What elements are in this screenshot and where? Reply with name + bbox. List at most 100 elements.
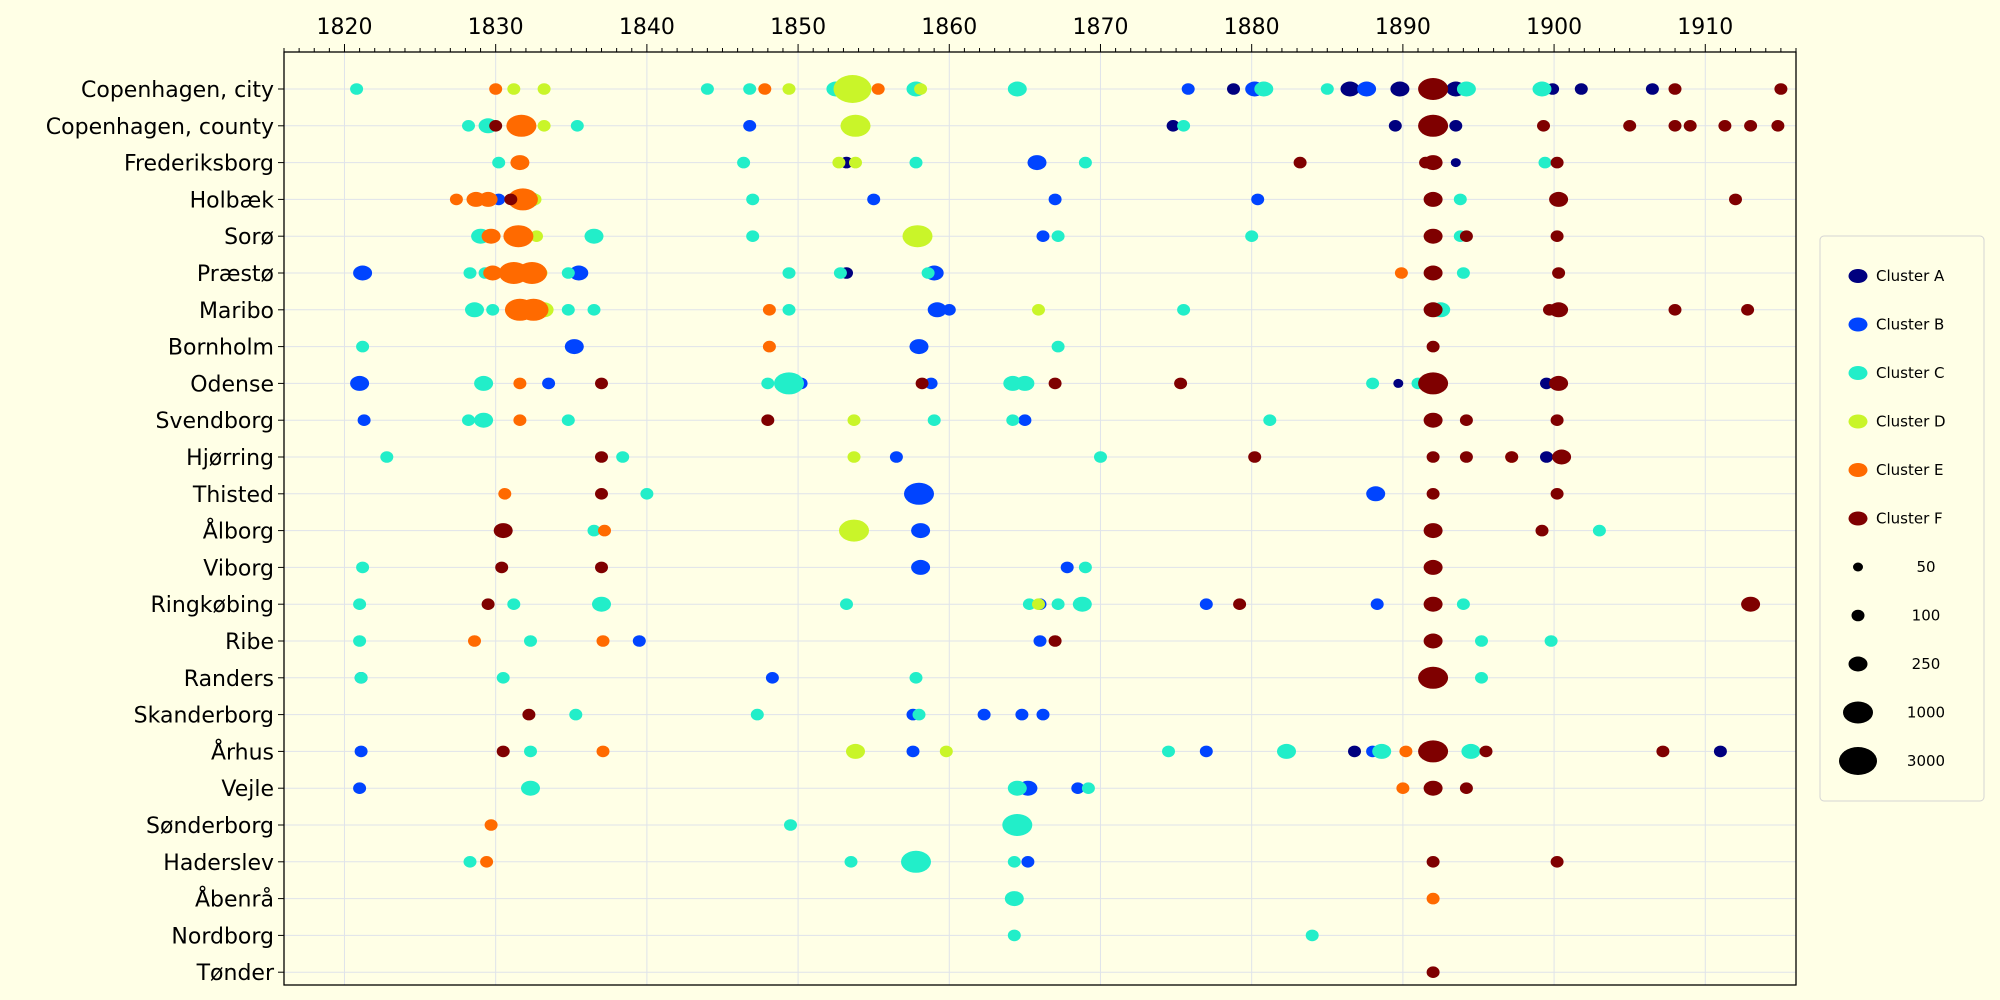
- data-point: [1081, 782, 1095, 794]
- data-point: [746, 193, 760, 206]
- data-point: [1537, 120, 1550, 132]
- data-point: [833, 267, 847, 279]
- data-point: [462, 120, 475, 132]
- data-point: [902, 225, 933, 248]
- data-point: [1418, 666, 1449, 689]
- data-point: [1459, 782, 1473, 794]
- data-point: [927, 302, 947, 318]
- data-point: [492, 156, 506, 169]
- data-point: [1340, 81, 1360, 97]
- data-point: [743, 120, 757, 132]
- data-point: [762, 340, 776, 353]
- data-point: [1372, 743, 1392, 759]
- data-point: [1390, 81, 1410, 97]
- data-point: [1683, 120, 1697, 132]
- data-point: [1002, 814, 1033, 836]
- legend-entry-cluster-c: Cluster C: [1848, 364, 1944, 382]
- y-tick-label-copenhagen-city: Copenhagen, city: [81, 78, 274, 103]
- data-point: [1418, 114, 1449, 137]
- x-tick-label: 1840: [619, 15, 675, 40]
- legend-size-marker: [1853, 562, 1863, 572]
- data-point: [1320, 83, 1334, 95]
- data-point: [1277, 743, 1296, 759]
- data-point: [977, 708, 991, 721]
- legend-size-label: 250: [1912, 655, 1941, 673]
- data-point: [782, 304, 796, 316]
- data-point: [1060, 561, 1074, 574]
- data-point: [595, 451, 608, 463]
- data-point: [915, 377, 929, 390]
- data-point: [761, 377, 775, 390]
- legend-size-250: 250: [1848, 655, 1941, 673]
- data-point: [1456, 267, 1470, 279]
- data-point: [353, 265, 373, 281]
- data-point: [700, 83, 714, 95]
- data-point: [569, 708, 583, 721]
- data-point: [1423, 302, 1443, 318]
- legend-size-marker: [1839, 747, 1877, 775]
- data-point: [1668, 120, 1682, 132]
- data-point: [871, 83, 885, 95]
- data-point: [750, 708, 764, 721]
- data-point: [927, 414, 941, 427]
- data-point: [1668, 83, 1682, 95]
- data-point: [737, 156, 751, 169]
- data-point: [1423, 191, 1443, 207]
- data-point: [478, 191, 498, 207]
- data-point: [1245, 230, 1259, 242]
- data-point: [1549, 375, 1569, 391]
- data-point: [846, 743, 865, 759]
- data-point: [1396, 782, 1410, 794]
- x-tick-label: 1880: [1224, 15, 1280, 40]
- data-point: [1426, 451, 1440, 463]
- y-tick-label-ribe: Ribe: [225, 630, 274, 655]
- series-cluster-a: [836, 81, 1727, 758]
- data-point: [1048, 193, 1062, 206]
- data-point: [1459, 451, 1473, 463]
- data-point: [840, 598, 853, 610]
- data-point: [849, 156, 862, 169]
- data-point: [1399, 745, 1413, 758]
- x-tick-label: 1900: [1526, 15, 1582, 40]
- data-point: [1456, 598, 1470, 610]
- y-tick-label-svendborg: Svendborg: [156, 409, 274, 434]
- data-point: [1418, 740, 1449, 763]
- data-point: [640, 488, 654, 500]
- data-point: [524, 745, 537, 758]
- data-point: [530, 230, 543, 242]
- data-point: [1032, 598, 1045, 610]
- data-point: [584, 228, 604, 244]
- data-point: [1552, 449, 1572, 465]
- legend-label: Cluster D: [1876, 413, 1946, 431]
- data-point: [1453, 193, 1467, 206]
- data-point: [521, 780, 540, 796]
- data-point: [449, 193, 463, 206]
- legend-size-label: 100: [1912, 607, 1941, 625]
- data-point: [595, 377, 608, 390]
- data-point: [1744, 120, 1758, 132]
- x-tick-label: 1910: [1677, 15, 1733, 40]
- data-point: [507, 83, 521, 95]
- data-point: [784, 819, 797, 831]
- data-point: [1550, 414, 1564, 427]
- y-tick-label-randers: Randers: [184, 667, 274, 692]
- y-tick-label-abenra: Åbenrå: [195, 886, 274, 913]
- data-point: [1094, 451, 1107, 463]
- data-point: [587, 524, 601, 537]
- y-tick-label-maribo: Maribo: [199, 299, 274, 324]
- data-point: [596, 635, 610, 647]
- data-point: [592, 596, 611, 612]
- data-point: [616, 451, 630, 463]
- data-point: [507, 598, 521, 610]
- data-point: [1181, 83, 1195, 95]
- data-point: [1423, 780, 1443, 796]
- data-point: [569, 265, 589, 281]
- axes-layer: 1820 1830 1840 1850 1860 1870 1880 1890 1900 1910…: [46, 15, 1797, 986]
- data-point: [510, 155, 530, 171]
- series-cluster-c: [350, 81, 1606, 942]
- data-point: [1423, 228, 1443, 244]
- y-tick-label-soro: Sorø: [224, 225, 274, 250]
- x-tick-label: 1870: [1072, 15, 1128, 40]
- data-point: [1623, 120, 1637, 132]
- legend-size-marker: [1848, 656, 1868, 672]
